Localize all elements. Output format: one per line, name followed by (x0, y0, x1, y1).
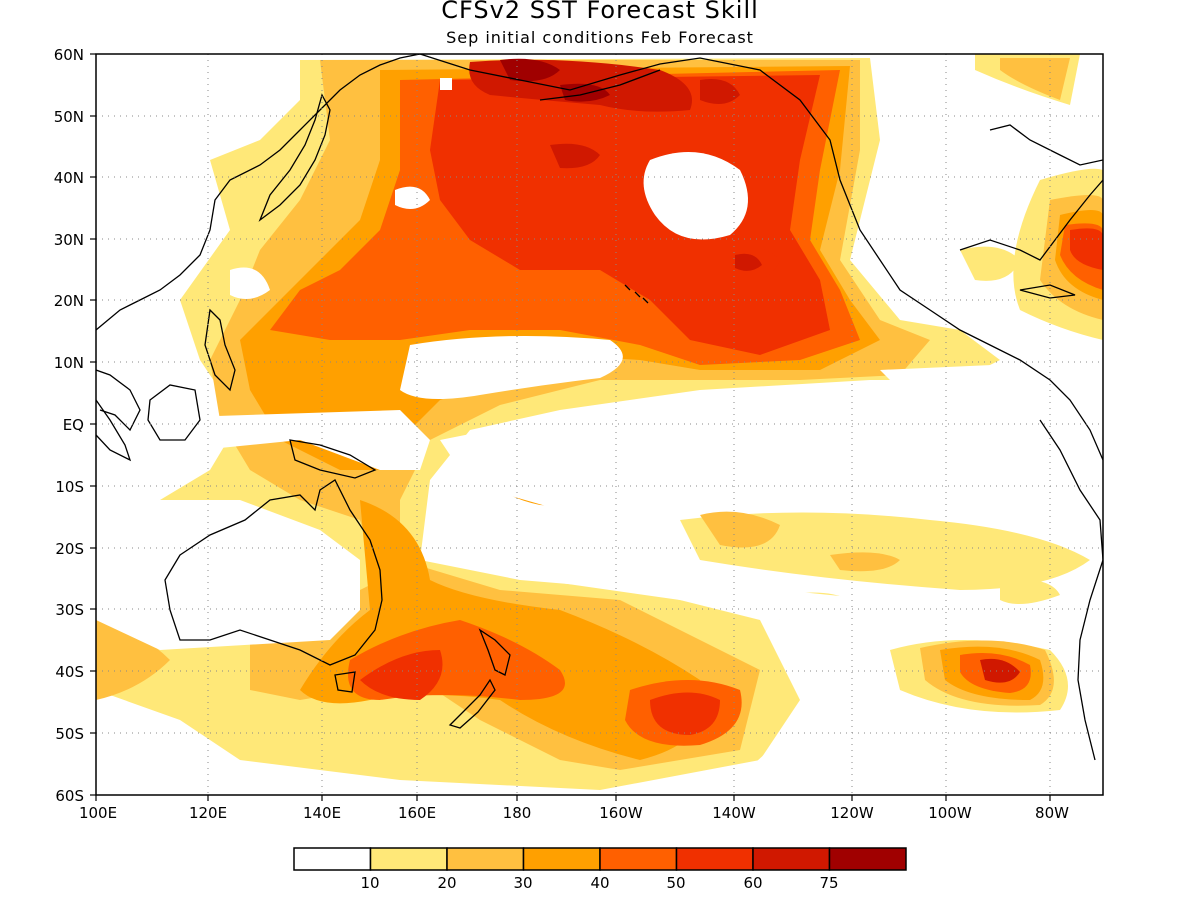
map-title: CFSv2 SST Forecast Skill (441, 0, 759, 24)
australia-coast (164, 479, 383, 666)
colorbar-box (752, 847, 831, 871)
lon-label: 120W (830, 804, 874, 822)
colorbar-label: 75 (819, 874, 838, 892)
lat-label: 60S (55, 787, 84, 805)
lat-label: 10N (54, 354, 84, 372)
lat-label: 40N (54, 169, 84, 187)
lat-label: EQ (63, 416, 84, 434)
colorbar-boxes (293, 847, 907, 871)
philippines-coast (204, 308, 236, 392)
asia-coast (96, 54, 421, 331)
colorbar-box (522, 847, 601, 871)
low-skill-areas (96, 78, 1103, 795)
alaska-coast (419, 54, 1103, 461)
lon-label: 160W (599, 804, 643, 822)
colorbar-label: 20 (437, 874, 456, 892)
north-america-east-coast (959, 179, 1103, 261)
colorbar-box (828, 847, 907, 871)
lat-label: 30S (55, 601, 84, 619)
lat-label: 40S (55, 663, 84, 681)
japan-coast (258, 93, 331, 222)
south-america-coast (1039, 419, 1103, 761)
lat-label: 60N (54, 46, 84, 64)
lat-label: 10S (55, 478, 84, 496)
lon-label: 180 (503, 804, 532, 822)
lon-label: 120E (189, 804, 227, 822)
lon-label: 100E (79, 804, 117, 822)
indochina-coast (96, 369, 141, 432)
skill-band-50-60 (360, 75, 1103, 735)
lat-label: 20N (54, 292, 84, 310)
lon-label: 80W (1035, 804, 1069, 822)
map-subtitle: Sep initial conditions Feb Forecast (446, 28, 754, 47)
lon-label: 100W (928, 804, 972, 822)
new-zealand-north-coast (478, 628, 511, 676)
skill-band-75-plus (500, 58, 610, 102)
colorbar-label: 50 (666, 874, 685, 892)
sumatra-coast (96, 399, 132, 462)
tasmania-coast (334, 671, 356, 693)
colorbar-label: 30 (513, 874, 532, 892)
colorbar-box (369, 847, 448, 871)
colorbar: 10 20 30 40 50 60 75 (293, 847, 907, 892)
lon-label: 140W (712, 804, 756, 822)
new-guinea-coast (289, 439, 377, 479)
hawaii-islands (624, 284, 649, 304)
axis-ticks (90, 53, 1051, 801)
skill-shading (96, 54, 1103, 795)
colorbar-box (599, 847, 678, 871)
colorbar-labels: 10 20 30 40 50 60 75 (360, 874, 838, 892)
cuba-coast (1019, 284, 1076, 299)
hudson-coast (989, 124, 1103, 166)
lon-label: 140E (303, 804, 341, 822)
colorbar-box (446, 847, 525, 871)
latitude-labels: 60N 50N 40N 30N 20N 10N EQ 10S 20S 30S 4… (54, 46, 84, 805)
longitude-labels: 100E 120E 140E 160E 180 160W 140W 120W 1… (79, 804, 1069, 822)
colorbar-label: 60 (743, 874, 762, 892)
colorbar-box (293, 847, 372, 871)
new-zealand-south-coast (448, 678, 496, 729)
lat-label: 50N (54, 108, 84, 126)
colorbar-label: 40 (590, 874, 609, 892)
lat-label: 30N (54, 231, 84, 249)
lon-label: 160E (398, 804, 436, 822)
lat-label: 20S (55, 540, 84, 558)
colorbar-box (675, 847, 754, 871)
lat-label: 50S (55, 725, 84, 743)
aleutian-islands (539, 69, 661, 101)
coastlines (96, 54, 1103, 761)
colorbar-label: 10 (360, 874, 379, 892)
borneo-coast (147, 384, 201, 441)
